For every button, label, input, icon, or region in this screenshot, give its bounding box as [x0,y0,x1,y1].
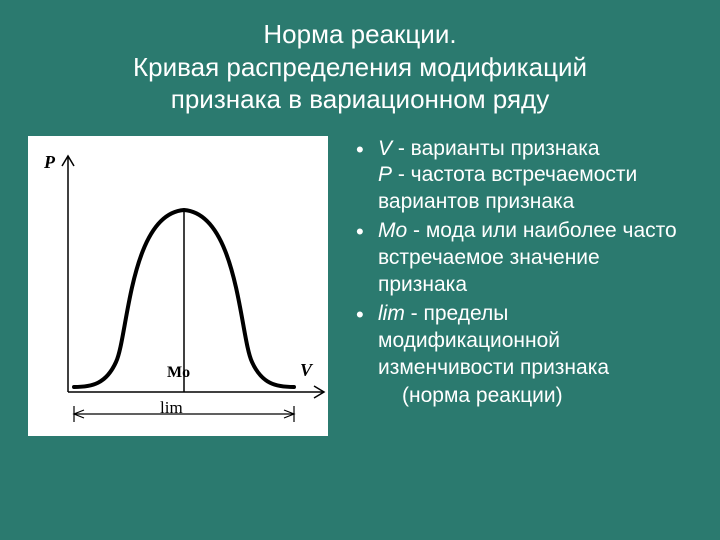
x-axis-label: V [300,360,312,381]
legend-symbol: V [378,137,392,160]
mode-label: Mo [167,364,190,382]
slide-title: Норма реакции. Кривая распределения моди… [28,18,692,116]
distribution-chart: P V Mo lim [28,136,328,436]
legend-item: lim - пределы модификационной изменчивос… [350,301,692,382]
legend-item: Mo - мода или наиболее часто встречаемое… [350,218,692,299]
title-line-2: Кривая распределения модификаций [28,51,692,84]
y-axis-label: P [44,152,55,173]
legend-item: V - варианты признакаP - частота встреча… [350,136,692,217]
legend-symbol: P [378,163,392,186]
title-line-1: Норма реакции. [28,18,692,51]
title-line-3: признака в вариационном ряду [28,83,692,116]
content-row: P V Mo lim V - варианты признакаP - част… [28,136,692,436]
legend: V - варианты признакаP - частота встреча… [350,136,692,411]
slide: Норма реакции. Кривая распределения моди… [0,0,720,540]
lim-label: lim [160,398,183,418]
legend-list: V - варианты признакаP - частота встреча… [350,136,692,382]
legend-symbol: Mo [378,219,407,242]
legend-note: (норма реакции) [350,383,692,410]
legend-symbol: lim [378,302,405,325]
chart-svg [34,142,334,442]
